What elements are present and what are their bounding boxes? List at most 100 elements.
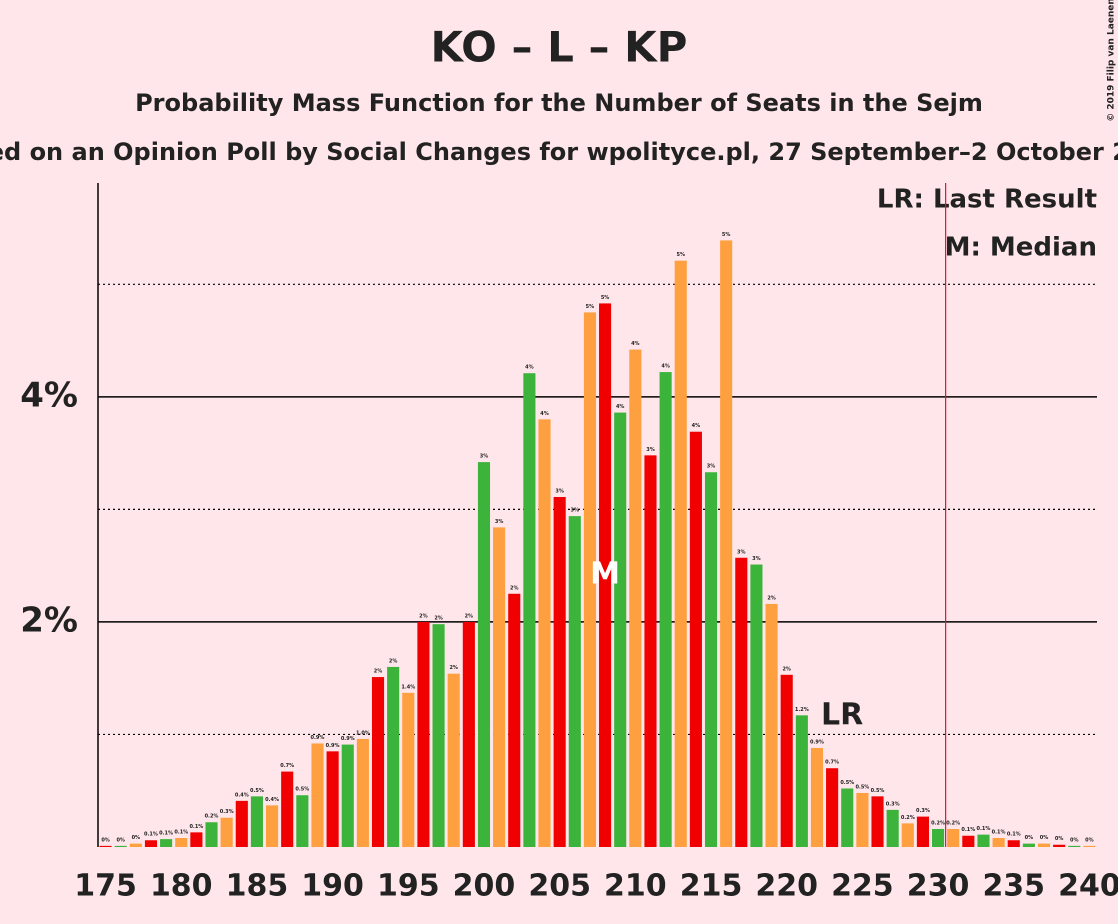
value-label: 0%: [1085, 837, 1094, 843]
chart-source: Based on an Opinion Poll by Social Chang…: [0, 138, 1118, 166]
value-label: 2%: [374, 669, 383, 675]
value-label: 3%: [480, 454, 489, 460]
value-label: 2%: [782, 666, 791, 672]
bar: [1053, 844, 1066, 847]
bar: [704, 472, 718, 847]
value-label: 0.9%: [341, 736, 355, 742]
value-label: 4%: [661, 364, 670, 370]
value-label: 0.5%: [840, 780, 854, 786]
value-label: 0.4%: [235, 792, 249, 798]
value-label: 0.1%: [189, 824, 203, 830]
bar: [1037, 843, 1051, 847]
bar: [977, 834, 990, 847]
value-label: 0.1%: [1007, 832, 1021, 838]
value-label: 0.9%: [810, 739, 824, 745]
value-label: 0.3%: [916, 808, 930, 814]
value-label: 0.9%: [311, 735, 325, 741]
y-tick-label: 4%: [20, 375, 78, 415]
bar: [871, 796, 884, 847]
bar: [614, 412, 627, 847]
value-label: 5%: [601, 295, 610, 301]
bar: [508, 593, 521, 847]
value-label: 4%: [540, 411, 549, 417]
value-label: 2%: [434, 616, 443, 622]
value-label: 3%: [752, 556, 761, 562]
bar: [235, 800, 248, 847]
value-label: 2%: [510, 585, 519, 591]
bar: [341, 744, 354, 847]
x-tick-label: 225: [831, 869, 894, 904]
x-tick-label: 240: [1058, 869, 1118, 904]
value-label: 0.2%: [946, 820, 960, 826]
bar: [932, 828, 945, 847]
bar: [129, 843, 142, 847]
value-label: 0.3%: [220, 809, 234, 815]
x-tick-label: 235: [982, 869, 1045, 904]
bar: [281, 771, 294, 847]
bar: [538, 419, 551, 847]
bar: [114, 845, 127, 847]
bar: [175, 837, 188, 847]
value-label: 0.1%: [159, 831, 173, 837]
x-tick-label: 205: [528, 869, 591, 904]
bar: [689, 431, 702, 847]
value-label: 1.4%: [401, 684, 415, 690]
value-label: 0.5%: [250, 788, 264, 794]
value-label: 4%: [692, 423, 701, 429]
bar: [765, 603, 778, 847]
bar: [371, 677, 385, 847]
bar: [311, 743, 324, 847]
bar: [1022, 843, 1035, 847]
value-label: 0.1%: [992, 829, 1006, 835]
bar: [432, 624, 445, 847]
value-label: 2%: [465, 613, 474, 619]
value-label: 2%: [419, 613, 428, 619]
bar: [599, 303, 612, 847]
bar: [493, 527, 506, 847]
bar: [750, 564, 763, 847]
value-label: 0.3%: [886, 801, 900, 807]
x-tick-label: 230: [907, 869, 970, 904]
bar: [387, 666, 400, 847]
value-label: 0.1%: [144, 832, 158, 838]
x-tick-label: 190: [301, 869, 364, 904]
value-label: 2%: [389, 658, 398, 664]
value-label: 0.9%: [326, 743, 340, 749]
value-label: 0.7%: [825, 760, 839, 766]
value-label: 4%: [616, 404, 625, 410]
bar: [568, 516, 581, 847]
value-label: 1.2%: [795, 707, 809, 713]
value-label: 0.5%: [295, 787, 309, 793]
value-label: 0%: [1070, 837, 1079, 843]
bar: [160, 839, 173, 847]
bar: [1007, 840, 1020, 847]
bar: [250, 796, 263, 847]
bar: [856, 792, 869, 847]
bar: [477, 462, 491, 847]
bar: [810, 747, 824, 847]
value-label: 0.2%: [931, 820, 945, 826]
x-tick-label: 175: [74, 869, 137, 904]
value-label: 0.5%: [855, 784, 869, 790]
copyright: © 2019 Filip van Laenen: [1107, 0, 1117, 122]
bar: [795, 715, 808, 847]
bar: [629, 349, 642, 847]
chart-subtitle: Probability Mass Function for the Number…: [135, 89, 983, 117]
bar: [553, 496, 566, 847]
median-label: M: [590, 557, 620, 592]
bar: [841, 788, 854, 847]
value-label: 4%: [631, 341, 640, 347]
value-label: 5%: [677, 252, 686, 258]
bar: [992, 837, 1005, 847]
bar: [356, 738, 369, 847]
value-label: 0.2%: [205, 814, 219, 820]
value-label: 0.5%: [871, 788, 885, 794]
last-result-label: LR: [821, 698, 863, 733]
value-label: 0.1%: [961, 827, 975, 833]
bar: [644, 455, 657, 847]
bar: [447, 673, 460, 847]
chart-title: KO – L – KP: [431, 23, 688, 72]
bar: [144, 840, 158, 847]
